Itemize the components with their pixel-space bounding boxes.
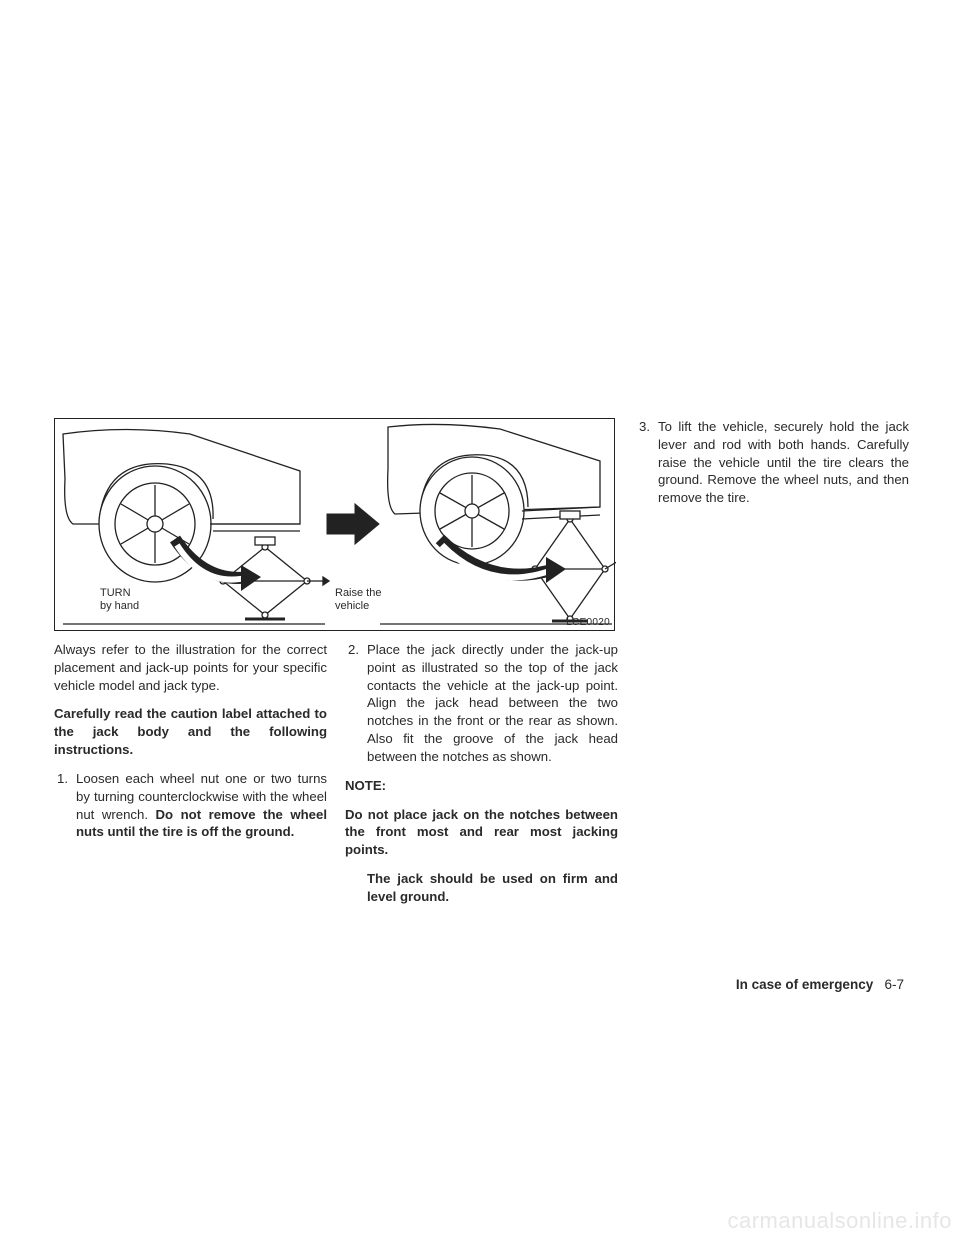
column-1: Always refer to the illustration for the…	[54, 641, 327, 917]
step-1: 1. Loosen each wheel nut one or two turn…	[54, 770, 327, 841]
footer-page: 6-7	[884, 977, 904, 992]
step-2-number: 2.	[345, 641, 367, 766]
jack-illustration: TURN by hand Raise the vehicle LCE0020	[54, 418, 615, 631]
page-footer: In case of emergency 6-7	[736, 977, 904, 992]
caution-paragraph: Carefully read the caution label attache…	[54, 705, 327, 758]
fig-left-line1: TURN	[100, 587, 131, 599]
fig-left-line2: by hand	[100, 600, 139, 612]
watermark: carmanualsonline.info	[727, 1208, 952, 1234]
step-1-text: Loosen each wheel nut one or two turns b…	[76, 770, 327, 841]
note-body: Do not place jack on the notches between…	[345, 806, 618, 859]
column-2: 2. Place the jack directly under the jac…	[345, 641, 618, 917]
figure-label-raise: Raise the vehicle	[335, 587, 381, 613]
intro-paragraph: Always refer to the illustration for the…	[54, 641, 327, 694]
step-3-number: 3.	[636, 418, 658, 507]
step-2-text: Place the jack directly under the jack-u…	[367, 641, 618, 766]
fig-right-line2: vehicle	[335, 600, 369, 612]
step-3: 3. To lift the vehicle, securely hold th…	[636, 418, 909, 507]
step-1-number: 1.	[54, 770, 76, 841]
note-label: NOTE:	[345, 777, 618, 795]
figure-code: LCE0020	[566, 617, 610, 628]
figure-label-turn: TURN by hand	[100, 587, 139, 613]
footer-section: In case of emergency	[736, 977, 873, 992]
note-indent: The jack should be used on firm and leve…	[367, 870, 618, 906]
column-3: 3. To lift the vehicle, securely hold th…	[636, 418, 909, 917]
step-3-text: To lift the vehicle, securely hold the j…	[658, 418, 909, 507]
step-2: 2. Place the jack directly under the jac…	[345, 641, 618, 766]
fig-right-line1: Raise the	[335, 587, 381, 599]
